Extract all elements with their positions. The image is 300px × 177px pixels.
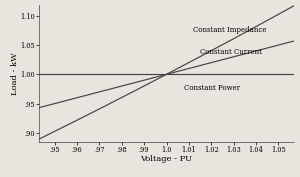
X-axis label: Voltage - PU: Voltage - PU bbox=[140, 155, 193, 163]
Text: Constant Power: Constant Power bbox=[184, 84, 241, 92]
Y-axis label: Load - kW: Load - kW bbox=[11, 52, 19, 95]
Text: Constant Impedance: Constant Impedance bbox=[193, 27, 267, 35]
Text: Constant Current: Constant Current bbox=[200, 48, 262, 56]
